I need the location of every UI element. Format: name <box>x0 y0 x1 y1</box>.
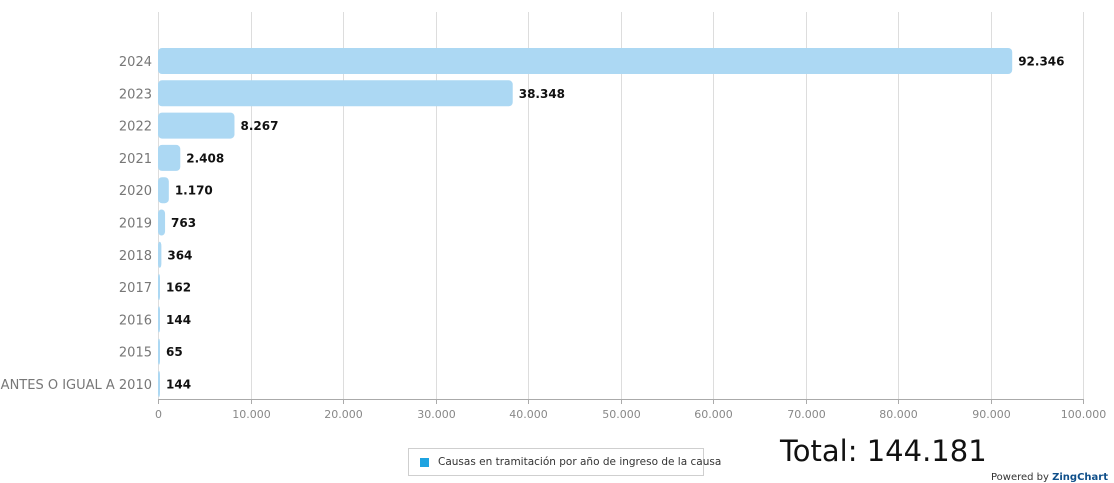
category-label: 2023 <box>119 87 152 102</box>
x-tick-label: 50.000 <box>602 408 641 421</box>
bars <box>158 48 1013 397</box>
x-tick-label: 20.000 <box>324 408 363 421</box>
zingchart-brand: ZingChart <box>1052 472 1108 483</box>
category-label: 2017 <box>119 281 152 296</box>
x-tick-label: 80.000 <box>879 408 918 421</box>
value-label: 364 <box>167 248 192 262</box>
bar-chart: 0 10.000 20.000 30.000 40.000 50.000 60.000 70.… <box>1 12 1106 421</box>
value-label: 763 <box>171 216 196 230</box>
x-axis: 0 10.000 20.000 30.000 40.000 50.000 60.000 70.… <box>155 399 1106 421</box>
value-labels: 92.346 38.348 8.267 2.408 1.170 763 364 162 144 6… <box>166 55 1065 392</box>
value-label: 162 <box>166 281 191 295</box>
legend-label: Causas en tramitación por año de ingreso… <box>438 456 722 468</box>
value-label: 92.346 <box>1018 55 1064 69</box>
x-tick-label: 70.000 <box>787 408 826 421</box>
value-label: 8.267 <box>240 119 278 133</box>
category-label: 2024 <box>119 55 152 70</box>
category-label: 2020 <box>119 184 152 199</box>
category-label: 2016 <box>119 313 152 328</box>
category-label: ANTES O IGUAL A 2010 <box>1 378 152 393</box>
total-label: Total: 144.181 <box>780 434 987 468</box>
bar-2016 <box>158 306 160 333</box>
category-label: 2015 <box>119 346 152 361</box>
category-label: 2019 <box>119 217 152 232</box>
bar-2024 <box>158 48 1013 74</box>
value-label: 144 <box>166 378 191 392</box>
bar-2021 <box>158 144 181 171</box>
bar-2015 <box>158 338 160 365</box>
bar-2018 <box>158 241 162 268</box>
category-label: 2021 <box>119 152 152 167</box>
bar-2022 <box>158 112 235 139</box>
bar-2023 <box>158 80 513 107</box>
x-tick-label: 90.000 <box>972 408 1011 421</box>
x-tick-label: 100.000 <box>1061 408 1107 421</box>
category-labels: 2024 2023 2022 2021 2020 2019 2018 2017 2016 2015… <box>1 55 152 393</box>
x-tick-label: 30.000 <box>417 408 456 421</box>
value-label: 2.408 <box>186 151 224 165</box>
category-label: 2018 <box>119 249 152 264</box>
value-label: 65 <box>166 345 183 359</box>
bar-antes-o-igual-a-2010 <box>158 371 160 397</box>
powered-by-prefix: Powered by <box>990 472 1049 483</box>
powered-by[interactable]: Powered by ZingChart <box>991 472 1108 483</box>
value-label: 144 <box>166 313 191 327</box>
bar-2017 <box>158 274 160 301</box>
gridlines <box>158 12 1084 399</box>
bar-2020 <box>158 177 169 204</box>
x-tick-label: 40.000 <box>509 408 548 421</box>
bar-2019 <box>158 209 166 236</box>
x-tick-label: 10.000 <box>232 408 271 421</box>
value-label: 1.170 <box>175 184 213 198</box>
x-tick-label: 60.000 <box>694 408 733 421</box>
category-label: 2022 <box>119 120 152 135</box>
legend[interactable]: Causas en tramitación por año de ingreso… <box>408 448 721 476</box>
legend-marker <box>420 457 429 467</box>
x-tick-label: 0 <box>155 408 162 421</box>
value-label: 38.348 <box>519 87 565 101</box>
